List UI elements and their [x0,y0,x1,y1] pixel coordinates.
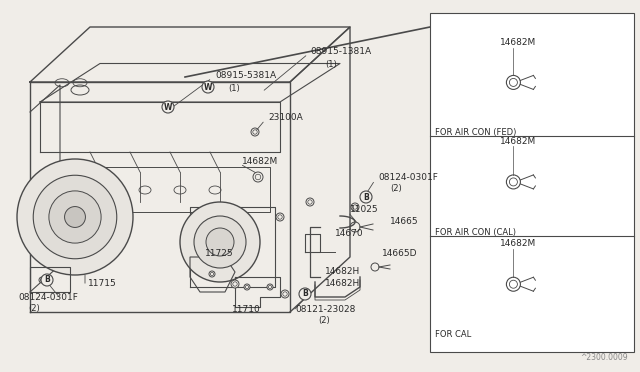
Text: 08124-0301F: 08124-0301F [378,173,438,182]
Text: 14682M: 14682M [500,239,536,248]
Circle shape [360,191,372,203]
Text: 14682M: 14682M [500,38,536,47]
Text: 14682M: 14682M [500,137,536,146]
Circle shape [41,274,53,286]
Text: 11710: 11710 [232,305,260,314]
Text: FOR CAL: FOR CAL [435,330,472,339]
Circle shape [39,277,45,283]
Text: (1): (1) [228,84,240,93]
Circle shape [299,288,311,300]
Circle shape [17,159,133,275]
Text: 08915-5381A: 08915-5381A [215,71,276,80]
Circle shape [361,193,369,201]
Circle shape [306,198,314,206]
Circle shape [231,280,239,288]
Circle shape [43,277,51,285]
Text: 14665: 14665 [390,218,419,227]
Text: 23100A: 23100A [268,112,303,122]
Circle shape [162,101,174,113]
Circle shape [253,172,263,182]
Bar [430,13,634,352]
Circle shape [33,175,116,259]
Text: B: B [363,192,369,202]
Text: (2): (2) [28,305,40,314]
Circle shape [206,228,234,256]
Text: 14682H: 14682H [325,279,360,289]
Circle shape [194,216,246,268]
Text: 08124-0301F: 08124-0301F [18,292,78,301]
Text: 14682H: 14682H [325,267,360,276]
Text: 14682M: 14682M [242,157,278,167]
Circle shape [244,284,250,290]
Text: 08121-23028: 08121-23028 [295,305,355,314]
Text: W: W [204,83,212,92]
Circle shape [281,290,289,298]
Text: 08915-1381A: 08915-1381A [310,48,371,57]
Text: B: B [44,276,50,285]
Circle shape [209,271,215,277]
Text: FOR AIR CON (FED): FOR AIR CON (FED) [435,128,516,137]
Text: 11025: 11025 [350,205,379,215]
Text: W: W [164,103,172,112]
Text: B: B [302,289,308,298]
Text: 14670: 14670 [335,230,364,238]
Circle shape [202,81,214,93]
Circle shape [276,213,284,221]
Text: FOR AIR CON (CAL): FOR AIR CON (CAL) [435,228,516,237]
Text: (1): (1) [325,61,337,70]
Text: 11715: 11715 [88,279,116,289]
Text: (2): (2) [318,317,330,326]
Text: 11725: 11725 [205,250,234,259]
Circle shape [180,202,260,282]
Text: 14665D: 14665D [382,250,417,259]
Circle shape [65,206,86,227]
Circle shape [251,128,259,136]
Circle shape [267,284,273,290]
Text: ^2300.0009: ^2300.0009 [580,353,628,362]
Circle shape [49,191,101,243]
Text: (2): (2) [390,185,402,193]
Circle shape [351,203,359,211]
